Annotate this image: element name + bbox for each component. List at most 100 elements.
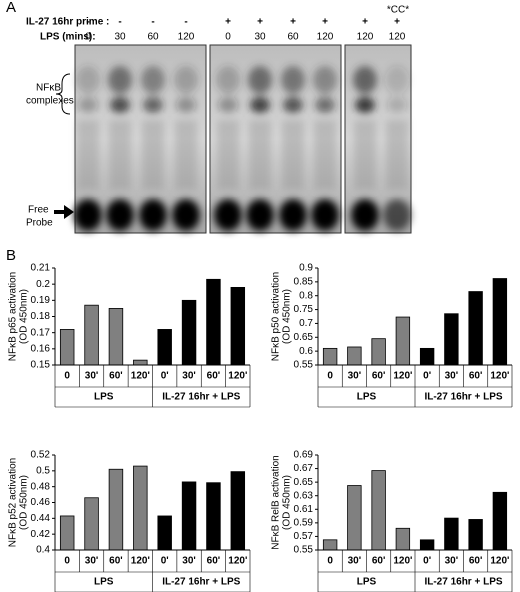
y-tick-label: 0.7: [299, 318, 313, 329]
bar: [444, 517, 459, 551]
y-axis-label: (OD 450nm): [282, 475, 293, 530]
bar: [347, 346, 362, 366]
lane: [279, 66, 307, 231]
bar: [230, 286, 246, 366]
bar: [133, 359, 148, 366]
probe: [279, 199, 307, 231]
group-label: IL-27 16hr + LPS: [424, 577, 502, 588]
bar: [395, 316, 411, 366]
x-tick-label: 120': [490, 371, 509, 382]
lane-lps: 120: [389, 32, 406, 43]
cc-label: *CC*: [387, 5, 409, 16]
band: [283, 97, 303, 113]
panel-label: B: [6, 247, 16, 264]
y-tick-label: 0.2: [36, 279, 50, 290]
lane-prime: -: [151, 17, 154, 28]
smear: [354, 120, 376, 190]
smear: [249, 120, 271, 190]
y-axis-label: NFκB RelB activation: [271, 455, 282, 549]
band: [110, 97, 130, 113]
x-tick-label: 30': [85, 371, 99, 382]
group-label: LPS: [357, 392, 377, 403]
lane: [383, 66, 411, 231]
bar: [395, 527, 411, 551]
x-tick-label: 30': [348, 556, 362, 567]
smear: [77, 120, 99, 190]
x-tick-label: 0: [64, 556, 70, 567]
band: [176, 97, 196, 113]
x-tick-label: 120': [228, 371, 247, 382]
probe: [214, 199, 242, 231]
lane: [172, 66, 200, 231]
x-tick-label: 60': [469, 371, 483, 382]
gel-image: [74, 44, 412, 234]
panel-label: A: [6, 0, 16, 16]
bar: [157, 515, 172, 551]
bar: [492, 278, 508, 366]
bar: [419, 347, 435, 366]
y-tick-label: 0.21: [31, 263, 51, 274]
probe-label: Probe: [26, 218, 53, 229]
lane: [214, 66, 242, 231]
smear: [217, 120, 239, 190]
bar: [108, 468, 124, 551]
group-label: LPS: [94, 392, 114, 403]
x-tick-label: 0': [161, 371, 169, 382]
bar: [419, 539, 435, 551]
band: [315, 97, 335, 113]
y-tick-label: 0.69: [294, 450, 314, 461]
x-tick-label: 120': [393, 556, 412, 567]
bar: [468, 519, 483, 551]
lane-prime: +: [290, 17, 296, 28]
band: [387, 97, 407, 113]
y-axis-label: NFκB p50 activation: [271, 272, 282, 362]
bar: [468, 291, 483, 366]
y-tick-label: 0.4: [36, 545, 50, 556]
band: [76, 66, 100, 94]
group-label: LPS: [357, 577, 377, 588]
x-tick-label: 30': [445, 556, 459, 567]
x-tick-label: 60': [372, 556, 386, 567]
bar: [181, 481, 197, 551]
lane-lps: 120: [317, 32, 334, 43]
band: [174, 66, 198, 94]
x-tick-label: 120': [131, 556, 150, 567]
band: [143, 97, 163, 113]
smear: [142, 120, 164, 190]
smear: [175, 120, 197, 190]
y-tick-label: 0.5: [36, 465, 50, 476]
brace: [55, 73, 71, 115]
x-tick-label: 120': [490, 556, 509, 567]
x-tick-label: 120': [393, 371, 412, 382]
x-tick-label: 30': [182, 371, 196, 382]
probe: [246, 199, 274, 231]
lane-prime: -: [86, 17, 89, 28]
arrow: [54, 205, 74, 219]
lane: [74, 66, 102, 231]
complex-label: complexes: [26, 96, 74, 107]
lane: [351, 66, 379, 231]
y-axis-label: NFκB p65 activation: [8, 272, 19, 362]
probe: [311, 199, 339, 231]
lane-prime: +: [394, 17, 400, 28]
bar: [322, 347, 338, 366]
lane-prime: +: [362, 17, 368, 28]
y-tick-label: 0.65: [294, 332, 314, 343]
bar: [133, 465, 148, 551]
bar: [492, 491, 508, 551]
x-tick-label: 60': [207, 556, 221, 567]
smear: [386, 120, 408, 190]
band: [353, 66, 377, 94]
probe: [172, 199, 200, 231]
smear: [109, 120, 131, 190]
band: [281, 66, 305, 94]
group-label: IL-27 16hr + LPS: [424, 392, 502, 403]
bar: [59, 515, 75, 551]
y-tick-label: 0.6: [299, 346, 313, 357]
y-tick-label: 0.65: [294, 477, 314, 488]
y-tick-label: 0.46: [31, 497, 51, 508]
y-tick-label: 0.67: [294, 463, 314, 474]
bar: [371, 338, 386, 366]
y-tick-label: 0.63: [294, 490, 314, 501]
